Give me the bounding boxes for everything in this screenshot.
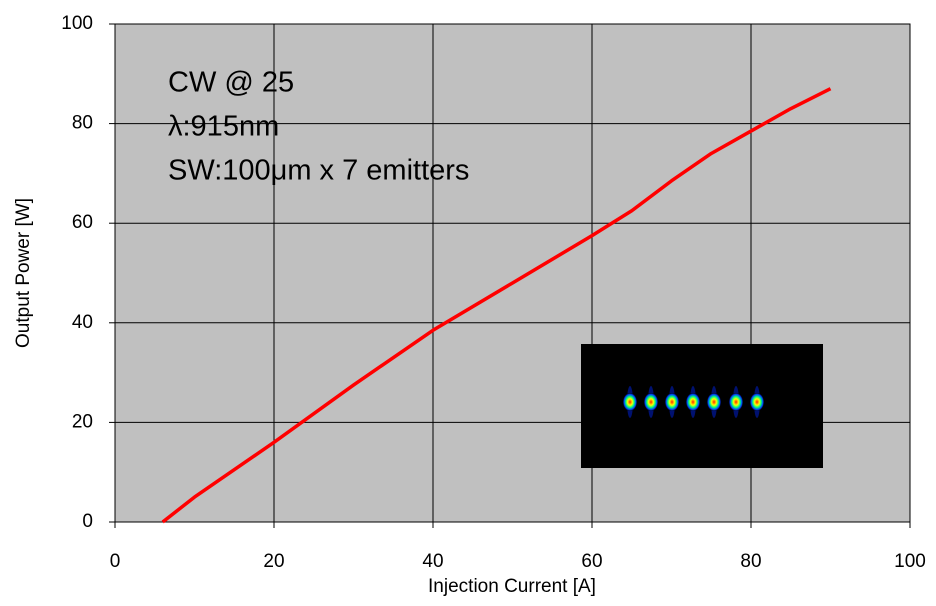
- x-tick-label: 60: [581, 551, 602, 572]
- x-tick-label: 100: [894, 551, 926, 572]
- x-tick-label: 40: [422, 551, 443, 572]
- emitter-spot: [707, 393, 721, 411]
- emitter-spot: [686, 393, 700, 411]
- x-tick-label: 80: [740, 551, 761, 572]
- x-tick-label: 0: [110, 551, 121, 572]
- y-tick-label: 20: [72, 411, 93, 432]
- data-line: [161, 87, 832, 524]
- inset-image: [581, 344, 823, 468]
- annotation: λ:915nm: [168, 111, 279, 143]
- emitter-spot: [665, 393, 679, 411]
- annotation: SW:100μm x 7 emitters: [168, 155, 469, 187]
- y-tick-label: 60: [72, 212, 93, 233]
- emitter-spot: [623, 393, 637, 411]
- annotation: CW @ 25: [168, 67, 294, 99]
- y-tick-label: 80: [72, 113, 93, 134]
- plot-border: [114, 23, 911, 523]
- x-tick-label: 20: [263, 551, 284, 572]
- y-axis-label: Output Power [W]: [13, 198, 34, 348]
- y-tick-label: 0: [82, 511, 93, 532]
- emitter-spot: [729, 393, 743, 411]
- x-axis-label: Injection Current [A]: [428, 576, 596, 597]
- emitter-spot: [644, 393, 658, 411]
- y-tick-label: 100: [61, 13, 93, 34]
- emitter-spot: [750, 393, 764, 411]
- y-tick-label: 40: [72, 312, 93, 333]
